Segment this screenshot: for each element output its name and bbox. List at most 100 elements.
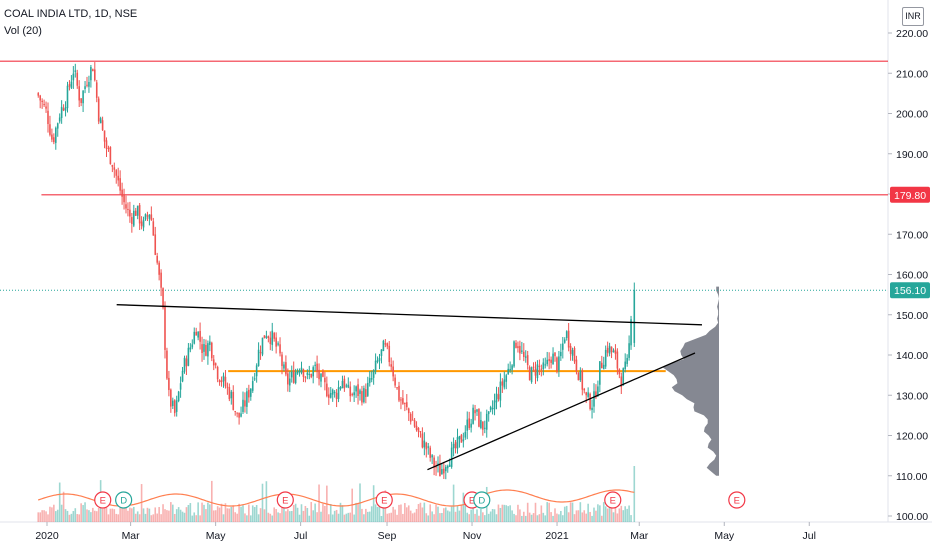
candle-body bbox=[515, 342, 517, 348]
volume-bar bbox=[230, 506, 233, 522]
candle-body bbox=[207, 343, 209, 357]
volume-bar bbox=[554, 508, 556, 522]
candle-body bbox=[212, 359, 215, 366]
candle-body bbox=[302, 369, 305, 377]
volume-bar bbox=[429, 504, 431, 522]
volume-bar bbox=[187, 504, 190, 522]
price-axis[interactable]: 100.00 110.00 120.00 130.00 140.00 150.00 160.… bbox=[888, 28, 930, 523]
candle-body bbox=[472, 407, 474, 424]
candle-body bbox=[201, 344, 203, 354]
event-marker-label: E bbox=[100, 496, 106, 507]
candle-body bbox=[550, 359, 552, 363]
volume-bar bbox=[472, 504, 474, 522]
volume-bar bbox=[310, 502, 313, 522]
volume-bar bbox=[616, 513, 619, 522]
volume-bar bbox=[474, 513, 476, 522]
candle-body bbox=[579, 370, 582, 381]
candle-body bbox=[528, 367, 531, 381]
volume-bar bbox=[220, 503, 223, 522]
volume-study-label[interactable]: Vol (20) bbox=[4, 25, 42, 37]
candle-body bbox=[602, 364, 605, 370]
candle-body bbox=[448, 464, 451, 467]
volume-bar bbox=[136, 511, 139, 522]
volume-bar bbox=[370, 506, 373, 522]
volume-bar bbox=[240, 506, 242, 522]
volume-bar bbox=[160, 514, 162, 522]
candle-body bbox=[415, 425, 418, 431]
candle-body bbox=[259, 352, 262, 354]
candle-body bbox=[316, 363, 318, 372]
candle-body bbox=[107, 148, 110, 150]
candle-body bbox=[411, 419, 414, 421]
volume-bar bbox=[82, 505, 84, 522]
volume-bar bbox=[589, 511, 591, 522]
volume-bar bbox=[261, 483, 264, 522]
volume-bar bbox=[612, 512, 615, 522]
volume-bar bbox=[363, 514, 365, 522]
candle-body bbox=[187, 347, 190, 366]
candle-body bbox=[144, 214, 147, 220]
volume-bar bbox=[407, 505, 410, 522]
time-axis[interactable]: 2020 Mar May Jul Sep Nov 2021 Mar May Jul bbox=[35, 522, 816, 542]
candle-body bbox=[526, 355, 529, 366]
candle-body bbox=[522, 351, 525, 357]
candle-body bbox=[97, 98, 100, 122]
descending-trend-line bbox=[116, 304, 702, 326]
volume-bar bbox=[287, 509, 289, 522]
candle-body bbox=[368, 378, 371, 383]
candle-body bbox=[333, 391, 336, 393]
volume-bar bbox=[365, 508, 367, 522]
candle-body bbox=[600, 362, 603, 368]
volume-bar bbox=[236, 513, 238, 522]
candle-body bbox=[62, 108, 65, 111]
volume-bar bbox=[602, 502, 605, 522]
candle-body bbox=[396, 387, 398, 389]
volume-bar bbox=[571, 502, 574, 522]
candle-body bbox=[482, 421, 484, 430]
volume-bar bbox=[374, 504, 377, 522]
candle-body bbox=[394, 377, 396, 386]
candles bbox=[37, 62, 636, 480]
volume-bar bbox=[579, 502, 582, 522]
candle-body bbox=[47, 110, 49, 125]
volume-bar bbox=[45, 511, 47, 522]
candle-body bbox=[380, 349, 383, 357]
volume-bar bbox=[443, 508, 445, 522]
volume-bar bbox=[53, 504, 55, 522]
candle-body bbox=[456, 437, 459, 449]
volume-bar bbox=[439, 513, 441, 522]
candle-body bbox=[115, 170, 118, 176]
currency-badge[interactable]: INR bbox=[902, 7, 924, 26]
volume-bar bbox=[464, 503, 467, 522]
symbol-title[interactable]: COAL INDIA LTD, 1D, NSE bbox=[4, 8, 138, 20]
candle-body bbox=[513, 341, 515, 367]
candle-body bbox=[511, 365, 513, 370]
grid bbox=[0, 0, 932, 523]
volume-bar bbox=[138, 514, 141, 522]
trend-lines[interactable] bbox=[116, 304, 702, 471]
candle-body bbox=[567, 330, 570, 348]
candle-body bbox=[390, 364, 392, 367]
volume-bar bbox=[347, 512, 350, 522]
candle-body bbox=[43, 104, 45, 106]
volume-bar bbox=[164, 509, 166, 522]
candle-body bbox=[417, 427, 420, 432]
volume-bar bbox=[119, 502, 121, 522]
candle-body bbox=[232, 391, 235, 410]
event-marker-label: D bbox=[478, 496, 485, 507]
volume-bar bbox=[503, 504, 506, 522]
candle-body bbox=[577, 372, 580, 381]
volume-bar bbox=[166, 510, 168, 522]
candle-body bbox=[248, 389, 250, 398]
volume-bar bbox=[39, 512, 41, 522]
candle-body bbox=[608, 345, 611, 354]
volume-bar bbox=[624, 506, 626, 522]
volume-bar bbox=[548, 502, 550, 522]
candle-body bbox=[620, 376, 623, 388]
volume-bar bbox=[84, 502, 86, 522]
candle-body bbox=[443, 468, 445, 474]
candle-body bbox=[409, 413, 412, 422]
